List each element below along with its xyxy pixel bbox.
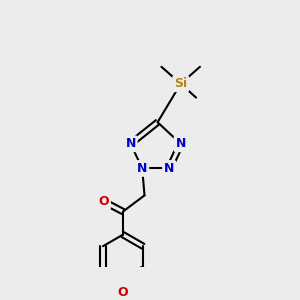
Text: N: N — [176, 137, 186, 150]
Text: N: N — [137, 162, 147, 175]
Text: O: O — [118, 286, 128, 299]
Text: N: N — [164, 162, 174, 175]
Text: O: O — [98, 195, 109, 208]
Text: N: N — [125, 137, 136, 150]
Text: Si: Si — [174, 77, 187, 90]
